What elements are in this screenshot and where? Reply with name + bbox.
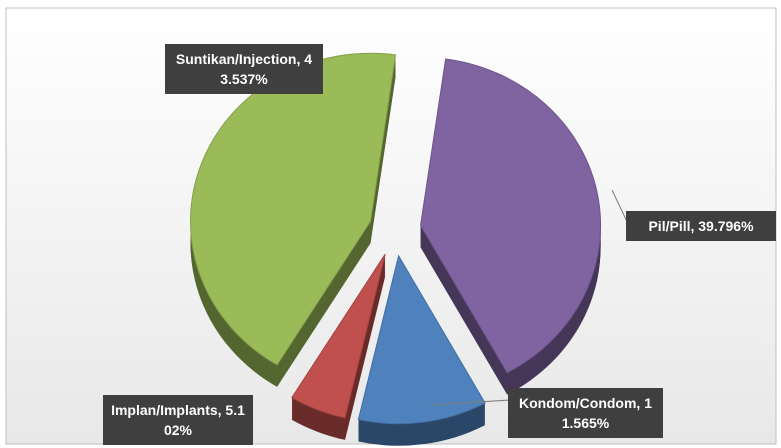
slice [357,254,486,425]
slice [190,52,397,366]
slice [291,253,386,419]
leader-line [429,399,511,406]
data-label: Kondom/Condom, 11.565% [508,388,663,438]
data-label: Implan/Implants, 5.102% [103,395,253,445]
slice [420,58,602,374]
data-label: Suntikan/Injection, 43.537% [165,44,323,94]
data-label: Pil/Pill, 39.796% [626,211,776,241]
